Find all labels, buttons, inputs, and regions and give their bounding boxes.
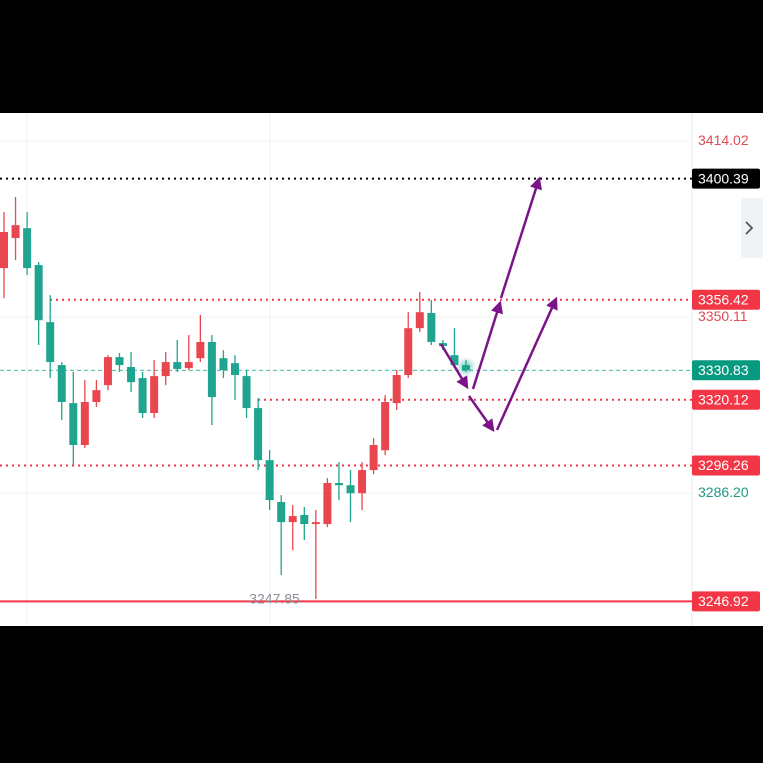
candle-body: [427, 313, 436, 342]
y-tick-label: 3286.20: [698, 484, 749, 500]
candle-body: [138, 378, 147, 414]
level-label-box: [692, 360, 760, 381]
annotations: [439, 176, 558, 433]
candle-body: [207, 341, 216, 398]
candle-body: [231, 363, 239, 376]
candle-body: [57, 365, 66, 403]
candle-body: [288, 516, 297, 523]
candle-body: [115, 357, 124, 366]
candle-body: [103, 357, 112, 386]
y-tick-label: 3350.11: [698, 308, 748, 324]
candle-body: [450, 355, 459, 366]
level-label: 3246.92: [698, 593, 749, 609]
candle-body: [46, 322, 55, 363]
candle-body: [92, 390, 101, 403]
candle-body: [300, 514, 309, 525]
level-label-box: [692, 289, 760, 310]
chevron-icon: [745, 221, 754, 235]
level-label: 3320.12: [698, 391, 749, 407]
level-label: 3296.26: [698, 457, 749, 473]
candle-body: [80, 402, 89, 445]
candle-body: [184, 362, 193, 369]
candle-body: [219, 358, 228, 371]
level-label-box: [692, 591, 760, 612]
candle-body: [150, 376, 159, 414]
level-label-box: [692, 455, 760, 476]
chart-panel: [0, 113, 763, 626]
grid: [0, 140, 692, 494]
candle-body: [346, 485, 355, 494]
candle-body: [311, 522, 320, 525]
candle-body: [127, 367, 136, 383]
arrow: [499, 176, 542, 299]
candle-body: [173, 362, 182, 369]
candle-body: [242, 376, 251, 409]
level-label-box: [692, 389, 760, 410]
candle-body: [11, 225, 20, 239]
candle-body: [254, 408, 263, 461]
candle-body: [34, 265, 43, 321]
candle-body: [196, 341, 205, 359]
candle-body: [404, 328, 413, 376]
candle-body: [0, 232, 8, 269]
candle-body: [415, 312, 424, 329]
arrow: [439, 343, 469, 390]
low-annotation: 3247.85: [249, 591, 300, 607]
candle-body: [277, 502, 286, 523]
candle-body: [381, 402, 390, 451]
candle-body: [323, 483, 332, 525]
y-tick-label: 3414.02: [698, 132, 749, 148]
candle-body: [265, 460, 274, 501]
arrow: [495, 296, 558, 431]
level-label: 3330.83: [698, 362, 749, 378]
candle-body: [392, 375, 401, 404]
candle-body: [358, 470, 367, 494]
levels: [0, 177, 692, 603]
candle-body: [69, 403, 78, 445]
arrow: [471, 300, 503, 390]
candles: [0, 197, 470, 599]
arrow: [467, 395, 495, 433]
candle-body: [334, 483, 343, 486]
price-axis: 3414.02 3350.11 3286.20 3400.39 3356.42 3330.…: [692, 132, 760, 612]
level-label: 3356.42: [698, 291, 749, 307]
current-price-glow: [456, 357, 476, 377]
level-label: 3400.39: [698, 170, 749, 186]
candle-body: [438, 343, 447, 347]
candle-body: [23, 228, 32, 269]
candle-body: [161, 362, 170, 377]
level-label-box: [692, 168, 760, 189]
candle-body: [369, 444, 378, 471]
